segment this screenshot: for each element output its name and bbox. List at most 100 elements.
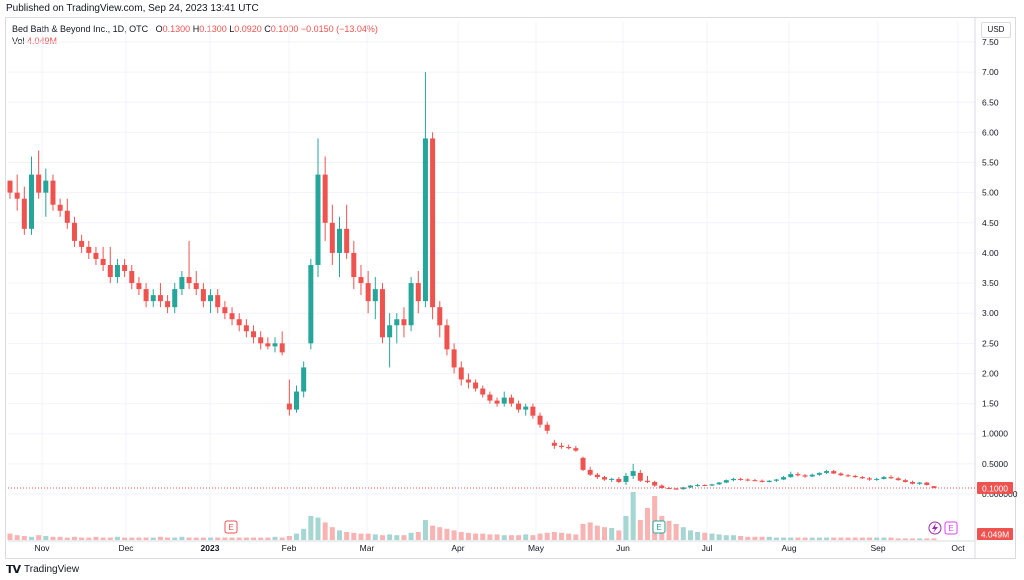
candle-body <box>917 482 923 484</box>
volume-bar <box>859 537 865 540</box>
volume-bar <box>93 536 99 540</box>
candle-body <box>336 228 342 253</box>
volume-bar <box>573 534 579 540</box>
open-value: 0.1300 <box>162 24 191 34</box>
volume-bar <box>322 522 328 540</box>
volume-bar <box>895 538 901 540</box>
volume-bar <box>602 527 608 540</box>
candle-body <box>107 264 113 278</box>
volume-bar <box>200 537 206 540</box>
volume-bar <box>695 532 701 540</box>
volume-bar <box>351 532 357 540</box>
volume-bar <box>544 532 550 540</box>
volume-bar <box>465 532 471 540</box>
candle-body <box>594 474 600 478</box>
candle-body <box>444 325 450 350</box>
volume-bar <box>752 536 758 540</box>
candle-body <box>401 319 407 326</box>
candle-body <box>358 277 364 284</box>
candle-body <box>874 478 880 480</box>
volume-bar <box>28 536 34 540</box>
candle-body <box>229 313 235 320</box>
candle-body <box>924 482 930 485</box>
candle-body <box>28 174 34 229</box>
candle-body <box>465 379 471 383</box>
candle-body <box>867 478 873 480</box>
volume-bar <box>50 536 56 540</box>
candle-body <box>551 442 557 446</box>
candle-body <box>609 478 615 480</box>
x-tick-label: Jul <box>702 543 713 553</box>
candle-body <box>766 480 772 482</box>
candle-body <box>910 481 916 484</box>
volume-bar <box>766 536 772 540</box>
candle-body <box>301 367 307 392</box>
candle-body <box>831 471 837 474</box>
y-tick-label: 3.00 <box>982 308 999 318</box>
volume-bar <box>881 537 887 540</box>
volume-bar <box>329 527 335 540</box>
earnings-marker-icon <box>652 520 666 534</box>
x-tick-label: Sep <box>870 543 885 553</box>
y-tick-label: 6.50 <box>982 97 999 107</box>
candle-body <box>422 138 428 302</box>
volume-bar <box>580 524 586 540</box>
candle-body <box>129 271 135 284</box>
volume-bar <box>308 516 314 540</box>
y-tick-label: 5.50 <box>982 158 999 168</box>
tv-logo-icon: 𝗧𝗩 <box>6 564 21 576</box>
volume-bar <box>838 537 844 540</box>
volume-bar <box>795 537 801 540</box>
x-tick-label: Oct <box>951 543 965 553</box>
volume-bar <box>867 537 873 540</box>
ohlc-legend: Bed Bath & Beyond Inc., 1D, OTC O0.1300 … <box>12 24 378 34</box>
volume-bar <box>745 536 751 540</box>
candle-body <box>379 289 385 338</box>
volume-bar <box>623 516 629 540</box>
candle-body <box>79 240 85 247</box>
volume-bar <box>902 538 908 540</box>
candle-body <box>516 403 522 410</box>
candle-body <box>888 477 894 479</box>
volume-bar <box>129 537 135 540</box>
earnings-marker-label: E <box>228 523 233 532</box>
x-tick-label: 2023 <box>201 543 220 553</box>
volume-bar <box>7 533 13 540</box>
candle-body <box>544 424 550 431</box>
volume-bar <box>215 537 221 540</box>
volume-bar <box>114 536 120 540</box>
volume-bar <box>315 517 321 540</box>
candle-body <box>537 415 543 425</box>
last-price-badge <box>977 481 1013 494</box>
earnings-marker-label: E <box>948 524 953 533</box>
candle-body <box>200 289 206 302</box>
volume-bar <box>401 535 407 540</box>
volume-bar <box>559 532 565 540</box>
currency-button[interactable]: USD <box>981 22 1011 38</box>
candle-body <box>14 192 20 199</box>
y-tick-label: 1.0000 <box>982 429 1008 439</box>
volume-bar <box>910 538 916 540</box>
volume-bar <box>222 537 228 540</box>
y-tick-label: 0.000000 <box>982 489 1018 499</box>
candle-body <box>215 295 221 308</box>
candle-body <box>122 264 128 272</box>
candle-body <box>494 400 500 404</box>
candle-body <box>652 481 658 486</box>
volume-bar <box>208 537 214 540</box>
volume-bar <box>379 535 385 540</box>
volume-bar <box>79 537 85 540</box>
volume-bar <box>924 538 930 540</box>
volume-bar <box>537 533 543 540</box>
volume-bar <box>523 534 529 540</box>
candle-body <box>186 277 192 284</box>
volume-bar <box>422 520 428 540</box>
x-tick-label: Feb <box>282 543 297 553</box>
candle-body <box>637 472 643 481</box>
volume-bar <box>687 530 693 540</box>
candle-body <box>788 474 794 478</box>
volume-bar <box>759 536 765 540</box>
candle-body <box>7 180 13 193</box>
volume-bar <box>236 537 242 540</box>
